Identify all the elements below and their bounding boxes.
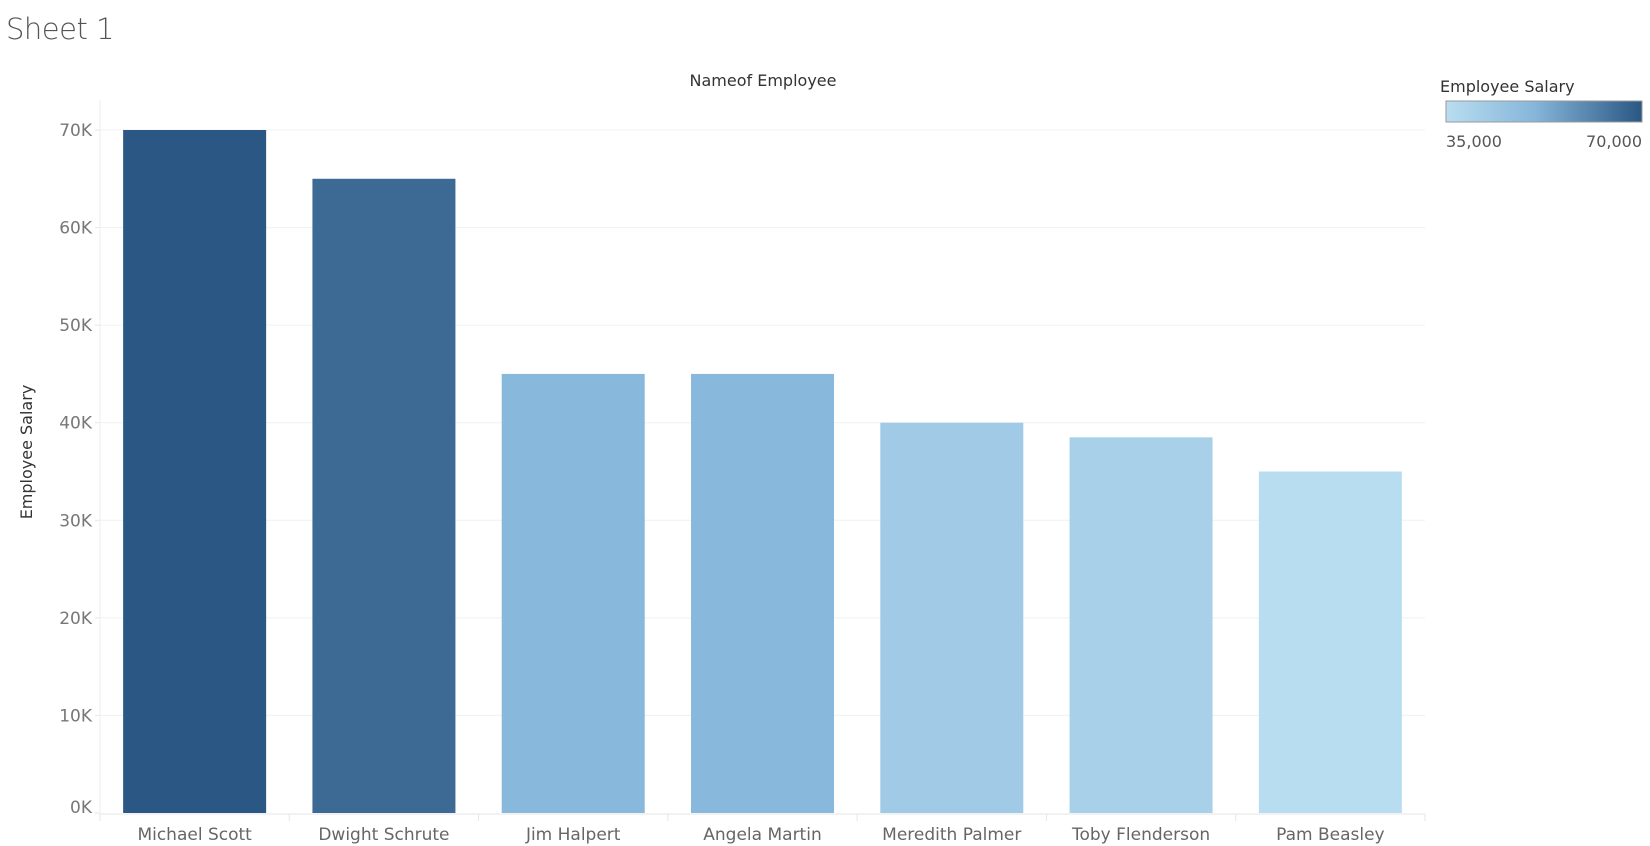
legend-min-label: 35,000 (1446, 132, 1502, 151)
y-tick-label: 30K (59, 511, 93, 531)
color-legend: Employee Salary 35,000 70,000 (1440, 77, 1643, 151)
x-category-label: Angela Martin (703, 825, 821, 845)
x-category-label: Toby Flenderson (1071, 825, 1210, 845)
x-category-label: Jim Halpert (525, 825, 621, 845)
legend-title: Employee Salary (1440, 77, 1575, 96)
x-category-label: Pam Beasley (1276, 825, 1385, 845)
x-category-label: Meredith Palmer (882, 825, 1021, 845)
x-category-label: Dwight Schrute (318, 825, 449, 845)
x-category-label: Michael Scott (137, 825, 252, 845)
legend-gradient-bar (1445, 100, 1643, 123)
y-tick-label: 10K (59, 706, 93, 726)
y-tick-label: 0K (70, 798, 93, 818)
bar-angela-martin[interactable] (691, 373, 834, 813)
y-tick-label: 40K (59, 414, 93, 434)
bar-toby-flenderson[interactable] (1069, 437, 1213, 813)
bar-jim-halpert[interactable] (501, 373, 645, 813)
x-axis-categories: Michael Scott Dwight Schrute Jim Halpert An… (137, 825, 1384, 845)
bar-meredith-palmer[interactable] (880, 422, 1024, 813)
bar-michael-scott[interactable] (123, 130, 267, 813)
y-tick-label: 20K (59, 609, 93, 629)
y-axis-ticks: 0K 10K 20K 30K 40K 50K 60K 70K (59, 121, 100, 818)
legend-max-label: 70,000 (1586, 132, 1642, 151)
column-header-title: Nameof Employee (690, 71, 837, 90)
y-axis-title: Employee Salary (17, 385, 36, 520)
sheet-title: Sheet 1 (6, 12, 115, 46)
bars (123, 130, 1402, 814)
y-tick-label: 60K (59, 219, 93, 239)
bar-pam-beasley[interactable] (1258, 471, 1402, 814)
y-tick-label: 50K (59, 316, 93, 336)
y-tick-label: 70K (59, 121, 93, 141)
bar-dwight-schrute[interactable] (312, 178, 456, 814)
